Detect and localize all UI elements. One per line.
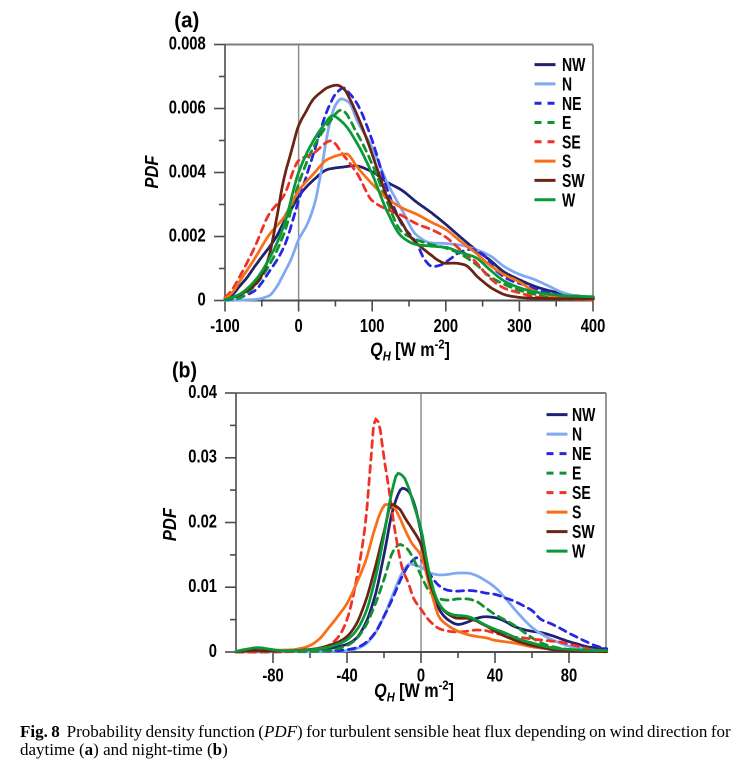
svg-text:SE: SE [572, 483, 591, 503]
svg-text:N: N [562, 75, 572, 95]
svg-text:300: 300 [507, 316, 532, 336]
svg-text:0.004: 0.004 [169, 161, 206, 181]
svg-text:0.02: 0.02 [188, 511, 217, 531]
svg-text:0: 0 [209, 641, 217, 661]
svg-text:0: 0 [417, 666, 425, 686]
svg-text:-100: -100 [210, 316, 240, 336]
svg-text:40: 40 [487, 666, 503, 686]
svg-text:W: W [572, 542, 585, 562]
svg-text:PDF: PDF [141, 155, 162, 189]
svg-text:QH [W m-2]: QH [W m-2] [370, 337, 450, 364]
svg-text:W: W [562, 190, 575, 210]
svg-text:E: E [562, 113, 571, 133]
svg-text:S: S [572, 503, 581, 523]
svg-text:SW: SW [562, 171, 585, 191]
svg-text:NE: NE [572, 444, 592, 464]
svg-text:100: 100 [360, 316, 385, 336]
svg-text:0: 0 [198, 289, 206, 309]
svg-text:NW: NW [572, 405, 595, 425]
svg-text:0.04: 0.04 [188, 382, 217, 402]
svg-text:80: 80 [561, 666, 577, 686]
svg-text:QH [W m-2]: QH [W m-2] [374, 678, 454, 705]
svg-text:E: E [572, 464, 581, 484]
svg-text:SW: SW [572, 522, 595, 542]
svg-text:NE: NE [562, 94, 582, 114]
svg-text:-80: -80 [262, 666, 283, 686]
svg-text:NW: NW [562, 55, 585, 75]
svg-text:400: 400 [581, 316, 606, 336]
svg-text:0.006: 0.006 [169, 97, 206, 117]
svg-text:SE: SE [562, 132, 581, 152]
svg-text:N: N [572, 425, 582, 445]
svg-text:PDF: PDF [159, 507, 180, 541]
svg-text:-40: -40 [336, 666, 357, 686]
svg-text:S: S [562, 152, 571, 172]
svg-text:(a): (a) [174, 7, 199, 32]
svg-text:0: 0 [295, 316, 303, 336]
svg-text:200: 200 [434, 316, 459, 336]
svg-text:0.002: 0.002 [169, 225, 206, 245]
svg-text:0.03: 0.03 [188, 447, 217, 467]
svg-text:0.01: 0.01 [188, 576, 217, 596]
svg-text:(b): (b) [172, 358, 197, 383]
svg-text:0.008: 0.008 [169, 33, 206, 53]
